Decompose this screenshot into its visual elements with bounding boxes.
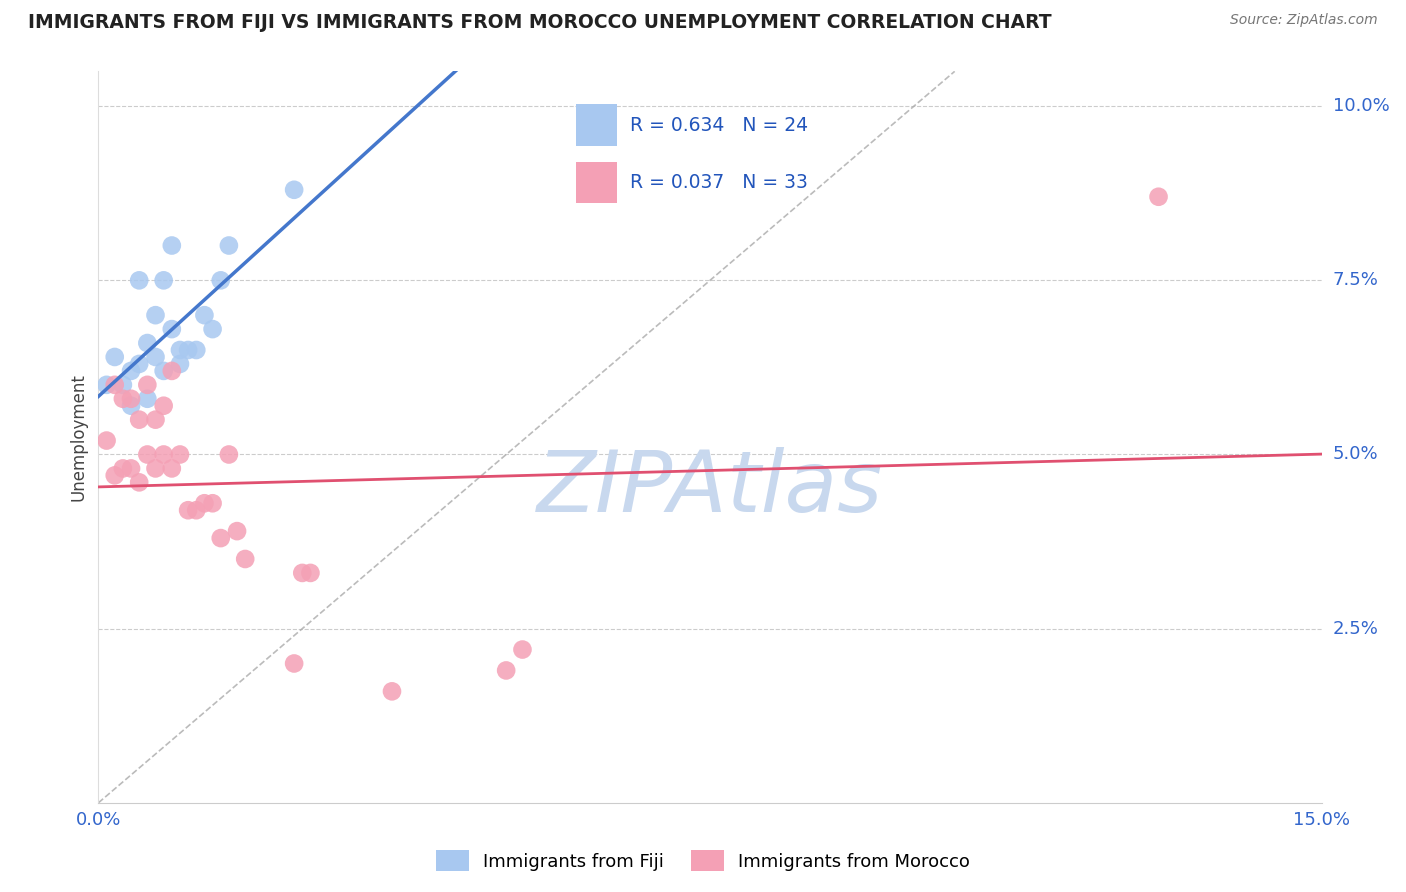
Text: 2.5%: 2.5% — [1333, 620, 1379, 638]
Point — [226, 524, 249, 538]
Point — [193, 496, 215, 510]
Point — [186, 343, 208, 357]
Point — [209, 531, 232, 545]
Point — [120, 461, 142, 475]
Point — [152, 399, 174, 413]
Point — [160, 322, 183, 336]
Point — [136, 392, 159, 406]
Point — [512, 642, 534, 657]
Point — [169, 343, 191, 357]
Text: 5.0%: 5.0% — [1333, 445, 1378, 464]
Point — [193, 308, 215, 322]
Point — [96, 377, 118, 392]
Point — [233, 552, 256, 566]
Point — [120, 392, 142, 406]
Point — [120, 364, 142, 378]
Point — [104, 350, 127, 364]
Point — [381, 684, 404, 698]
Point — [136, 336, 159, 351]
Point — [128, 475, 150, 490]
Point — [111, 377, 134, 392]
Point — [186, 503, 208, 517]
Point — [128, 412, 150, 426]
Point — [209, 273, 232, 287]
Text: Source: ZipAtlas.com: Source: ZipAtlas.com — [1230, 13, 1378, 28]
Point — [145, 308, 167, 322]
Point — [201, 322, 224, 336]
Point — [152, 364, 174, 378]
Point — [160, 238, 183, 252]
Point — [145, 350, 167, 364]
Point — [169, 448, 191, 462]
Point — [136, 377, 159, 392]
Text: 7.5%: 7.5% — [1333, 271, 1379, 289]
Point — [177, 503, 200, 517]
FancyBboxPatch shape — [576, 104, 617, 145]
Point — [145, 412, 167, 426]
Point — [218, 238, 240, 252]
Point — [495, 664, 517, 678]
Point — [1147, 190, 1170, 204]
Point — [96, 434, 118, 448]
Text: 10.0%: 10.0% — [1333, 97, 1389, 115]
Point — [291, 566, 314, 580]
Point — [145, 461, 167, 475]
Text: IMMIGRANTS FROM FIJI VS IMMIGRANTS FROM MOROCCO UNEMPLOYMENT CORRELATION CHART: IMMIGRANTS FROM FIJI VS IMMIGRANTS FROM … — [28, 13, 1052, 32]
Point — [128, 357, 150, 371]
Legend: Immigrants from Fiji, Immigrants from Morocco: Immigrants from Fiji, Immigrants from Mo… — [429, 843, 977, 879]
Point — [160, 461, 183, 475]
Point — [152, 448, 174, 462]
FancyBboxPatch shape — [576, 161, 617, 202]
Point — [104, 377, 127, 392]
Point — [299, 566, 322, 580]
Text: R = 0.634   N = 24: R = 0.634 N = 24 — [630, 115, 808, 135]
Point — [169, 357, 191, 371]
Point — [104, 468, 127, 483]
Point — [177, 343, 200, 357]
Point — [136, 448, 159, 462]
Point — [218, 448, 240, 462]
Point — [128, 273, 150, 287]
Point — [283, 183, 305, 197]
Point — [111, 392, 134, 406]
Point — [283, 657, 305, 671]
Point — [160, 364, 183, 378]
Point — [120, 399, 142, 413]
Point — [111, 461, 134, 475]
Text: ZIPAtlas: ZIPAtlas — [537, 447, 883, 530]
Text: R = 0.037   N = 33: R = 0.037 N = 33 — [630, 173, 808, 192]
Y-axis label: Unemployment: Unemployment — [69, 373, 87, 501]
Point — [201, 496, 224, 510]
Point — [152, 273, 174, 287]
